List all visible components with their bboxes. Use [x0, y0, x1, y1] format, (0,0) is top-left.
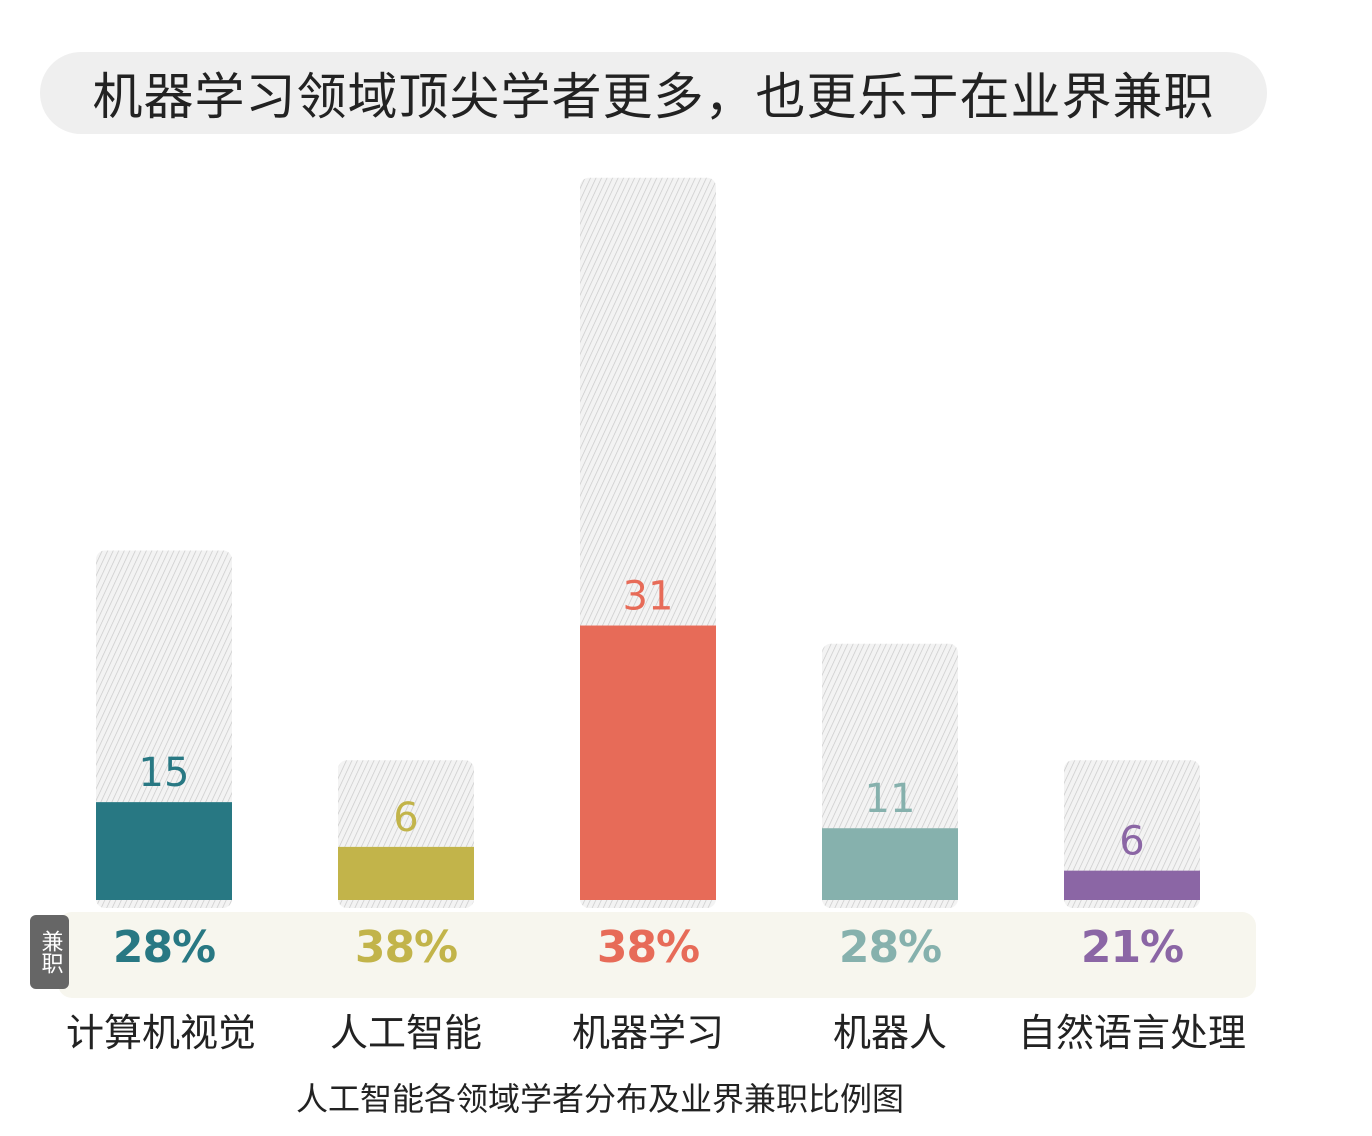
part-time-bar-1 — [96, 802, 232, 900]
value-label-4: 11 — [865, 776, 916, 822]
value-label-1: 15 — [139, 750, 190, 796]
part-time-band — [58, 912, 1256, 998]
value-label-3: 31 — [623, 574, 674, 620]
part-time-percent-4: 28% — [838, 922, 942, 973]
part-time-tag: 兼职 — [30, 915, 69, 989]
part-time-percent-1: 28% — [112, 922, 216, 973]
category-label-4: 机器人 — [832, 1011, 947, 1055]
part-time-bar-4 — [822, 828, 958, 900]
value-label-2: 6 — [393, 795, 418, 841]
value-label-5: 6 — [1119, 819, 1144, 865]
chart-title: 机器学习领域顶尖学者更多，也更乐于在业界兼职 — [92, 68, 1215, 126]
part-time-percent-5: 21% — [1080, 922, 1184, 973]
chart-caption: 人工智能各领域学者分布及业界兼职比例图 — [295, 1080, 904, 1118]
part-time-bar-2 — [338, 846, 474, 900]
category-label-1: 计算机视觉 — [65, 1011, 256, 1055]
part-time-bar-5 — [1064, 870, 1200, 900]
part-time-bar-3 — [580, 625, 716, 900]
title-banner: 机器学习领域顶尖学者更多，也更乐于在业界兼职 — [40, 52, 1267, 134]
category-label-5: 自然语言处理 — [1017, 1011, 1246, 1055]
category-label-3: 机器学习 — [571, 1011, 724, 1055]
category-label-2: 人工智能 — [329, 1011, 482, 1055]
part-time-percent-2: 38% — [354, 922, 458, 973]
part-time-percent-3: 38% — [596, 922, 700, 973]
